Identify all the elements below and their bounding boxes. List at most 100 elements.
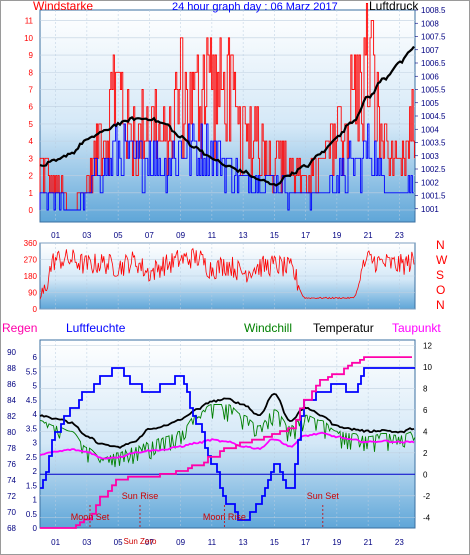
humidity-tick-label: 70 bbox=[7, 508, 16, 517]
humidity-tick-label: 88 bbox=[7, 364, 16, 373]
rain-tick-label: 0.5 bbox=[26, 510, 38, 519]
temp-tick-label: 2 bbox=[423, 449, 428, 458]
wind-direction-marks bbox=[39, 247, 415, 300]
wind-x-tick-label: 05 bbox=[114, 231, 123, 240]
temp-tick-label: -2 bbox=[423, 492, 431, 501]
wind-x-tick-label: 03 bbox=[82, 231, 91, 240]
rain-tick-label: 2 bbox=[33, 467, 38, 476]
rain-tick-label: 5 bbox=[33, 382, 38, 391]
temp-x-tick-label: 01 bbox=[51, 538, 60, 547]
wind-x-tick-label: 11 bbox=[208, 231, 217, 240]
temp-tick-label: 0 bbox=[423, 470, 428, 479]
rain-tick-label: 0 bbox=[33, 524, 38, 533]
compass-letter: S bbox=[436, 268, 444, 282]
rain-tick-label: 5.5 bbox=[26, 367, 38, 376]
wind-tick-label: 4 bbox=[29, 137, 34, 146]
event-label: Moon Set bbox=[71, 512, 110, 522]
event-label: Moon Rise bbox=[203, 512, 246, 522]
pressure-tick-label: 1005.5 bbox=[421, 86, 446, 95]
temp-x-tick-label: 05 bbox=[114, 538, 123, 547]
wind-x-tick-label: 13 bbox=[239, 231, 248, 240]
rain-tick-label: 4 bbox=[33, 410, 38, 419]
temp-x-tick-label: 19 bbox=[332, 538, 341, 547]
pressure-tick-label: 1006 bbox=[421, 72, 439, 81]
dewpoint-line bbox=[39, 431, 415, 460]
wind-tick-label: 11 bbox=[25, 17, 34, 26]
pressure-tick-label: 1006.5 bbox=[421, 59, 446, 68]
humidity-tick-label: 86 bbox=[7, 380, 16, 389]
pressure-tick-label: 1005 bbox=[421, 99, 439, 108]
wind-tick-label: 9 bbox=[29, 51, 34, 60]
wind-pressure-marks bbox=[39, 2, 415, 211]
wind-x-tick-label: 15 bbox=[270, 231, 279, 240]
wind-tick-label: 6 bbox=[29, 103, 34, 112]
direction-tick-label: 180 bbox=[24, 272, 38, 281]
temp-x-tick-label: 23 bbox=[395, 538, 404, 547]
windchill-label: Windchill bbox=[244, 321, 292, 335]
temp-tick-label: 4 bbox=[423, 427, 428, 436]
event-label: Sun Zero bbox=[124, 537, 157, 546]
wind-tick-label: 8 bbox=[29, 68, 34, 77]
wind-direction-grid bbox=[40, 242, 415, 310]
humidity-tick-label: 78 bbox=[7, 444, 16, 453]
rain-tick-label: 3.5 bbox=[26, 424, 38, 433]
humidity-tick-label: 72 bbox=[7, 492, 16, 501]
humidity-line bbox=[40, 367, 415, 521]
pressure-tick-label: 1008.5 bbox=[421, 6, 446, 15]
pressure-tick-label: 1003 bbox=[421, 152, 439, 161]
humidity-tick-label: 84 bbox=[7, 396, 16, 405]
temperature-humidity-panel bbox=[39, 339, 416, 529]
wind-tick-label: 3 bbox=[29, 154, 34, 163]
temp-x-tick-label: 03 bbox=[82, 538, 91, 547]
chart-title: 24 hour graph day : 06 Marz 2017 bbox=[172, 1, 338, 13]
temp-tick-label: 12 bbox=[423, 341, 432, 350]
pressure-tick-label: 1001.5 bbox=[421, 192, 446, 201]
rain-tick-label: 3 bbox=[33, 439, 38, 448]
pressure-tick-label: 1004.5 bbox=[421, 112, 446, 121]
temperature-humidity-marks bbox=[39, 356, 416, 529]
event-label: Sun Set bbox=[307, 491, 340, 501]
temperature-line bbox=[39, 392, 415, 449]
temp-tick-label: 8 bbox=[423, 384, 428, 393]
regen-label: Regen bbox=[2, 321, 37, 335]
pressure-tick-label: 1007.5 bbox=[421, 33, 446, 42]
wind-tick-label: 1 bbox=[29, 189, 34, 198]
pressure-tick-label: 1002 bbox=[421, 178, 439, 187]
temp-tick-label: 6 bbox=[423, 406, 428, 415]
direction-tick-label: 360 bbox=[24, 239, 38, 248]
pressure-tick-label: 1002.5 bbox=[421, 165, 446, 174]
humidity-tick-label: 90 bbox=[7, 348, 16, 357]
pressure-tick-label: 1001 bbox=[421, 205, 439, 214]
humidity-tick-label: 68 bbox=[7, 524, 16, 533]
temperatur-label: Temperatur bbox=[313, 321, 374, 335]
wind-tick-label: 10 bbox=[24, 34, 33, 43]
humidity-tick-label: 80 bbox=[7, 428, 16, 437]
temp-tick-label: 10 bbox=[423, 363, 432, 372]
wind-tick-label: 2 bbox=[29, 172, 34, 181]
rain-tick-label: 4.5 bbox=[26, 396, 38, 405]
windchill-line bbox=[39, 403, 416, 468]
wind-x-tick-label: 07 bbox=[145, 231, 154, 240]
wind-x-tick-label: 19 bbox=[332, 231, 341, 240]
temp-x-tick-label: 07 bbox=[145, 538, 154, 547]
humidity-tick-label: 76 bbox=[7, 460, 16, 469]
temp-x-tick-label: 17 bbox=[301, 538, 310, 547]
taupunkt-label: Taupunkt bbox=[392, 321, 441, 335]
pressure-tick-label: 1008 bbox=[421, 19, 439, 28]
humidity-tick-label: 82 bbox=[7, 412, 16, 421]
temp-tick-label: -4 bbox=[423, 513, 431, 522]
direction-tick-label: 90 bbox=[28, 289, 37, 298]
rain-tick-label: 6 bbox=[33, 353, 38, 362]
wind-x-tick-label: 23 bbox=[395, 231, 404, 240]
wind-x-tick-label: 01 bbox=[51, 231, 60, 240]
temp-x-tick-label: 09 bbox=[176, 538, 185, 547]
direction-tick-label: 270 bbox=[24, 256, 38, 265]
event-label: Sun Rise bbox=[122, 491, 159, 501]
luftfeuchte-label: Luftfeuchte bbox=[66, 321, 126, 335]
temp-x-tick-label: 15 bbox=[270, 538, 279, 547]
compass-letter: N bbox=[436, 298, 445, 312]
compass-letter: W bbox=[436, 253, 448, 267]
rain-tick-label: 1.5 bbox=[26, 481, 38, 490]
windstarke-label: Windstarke bbox=[33, 0, 93, 13]
